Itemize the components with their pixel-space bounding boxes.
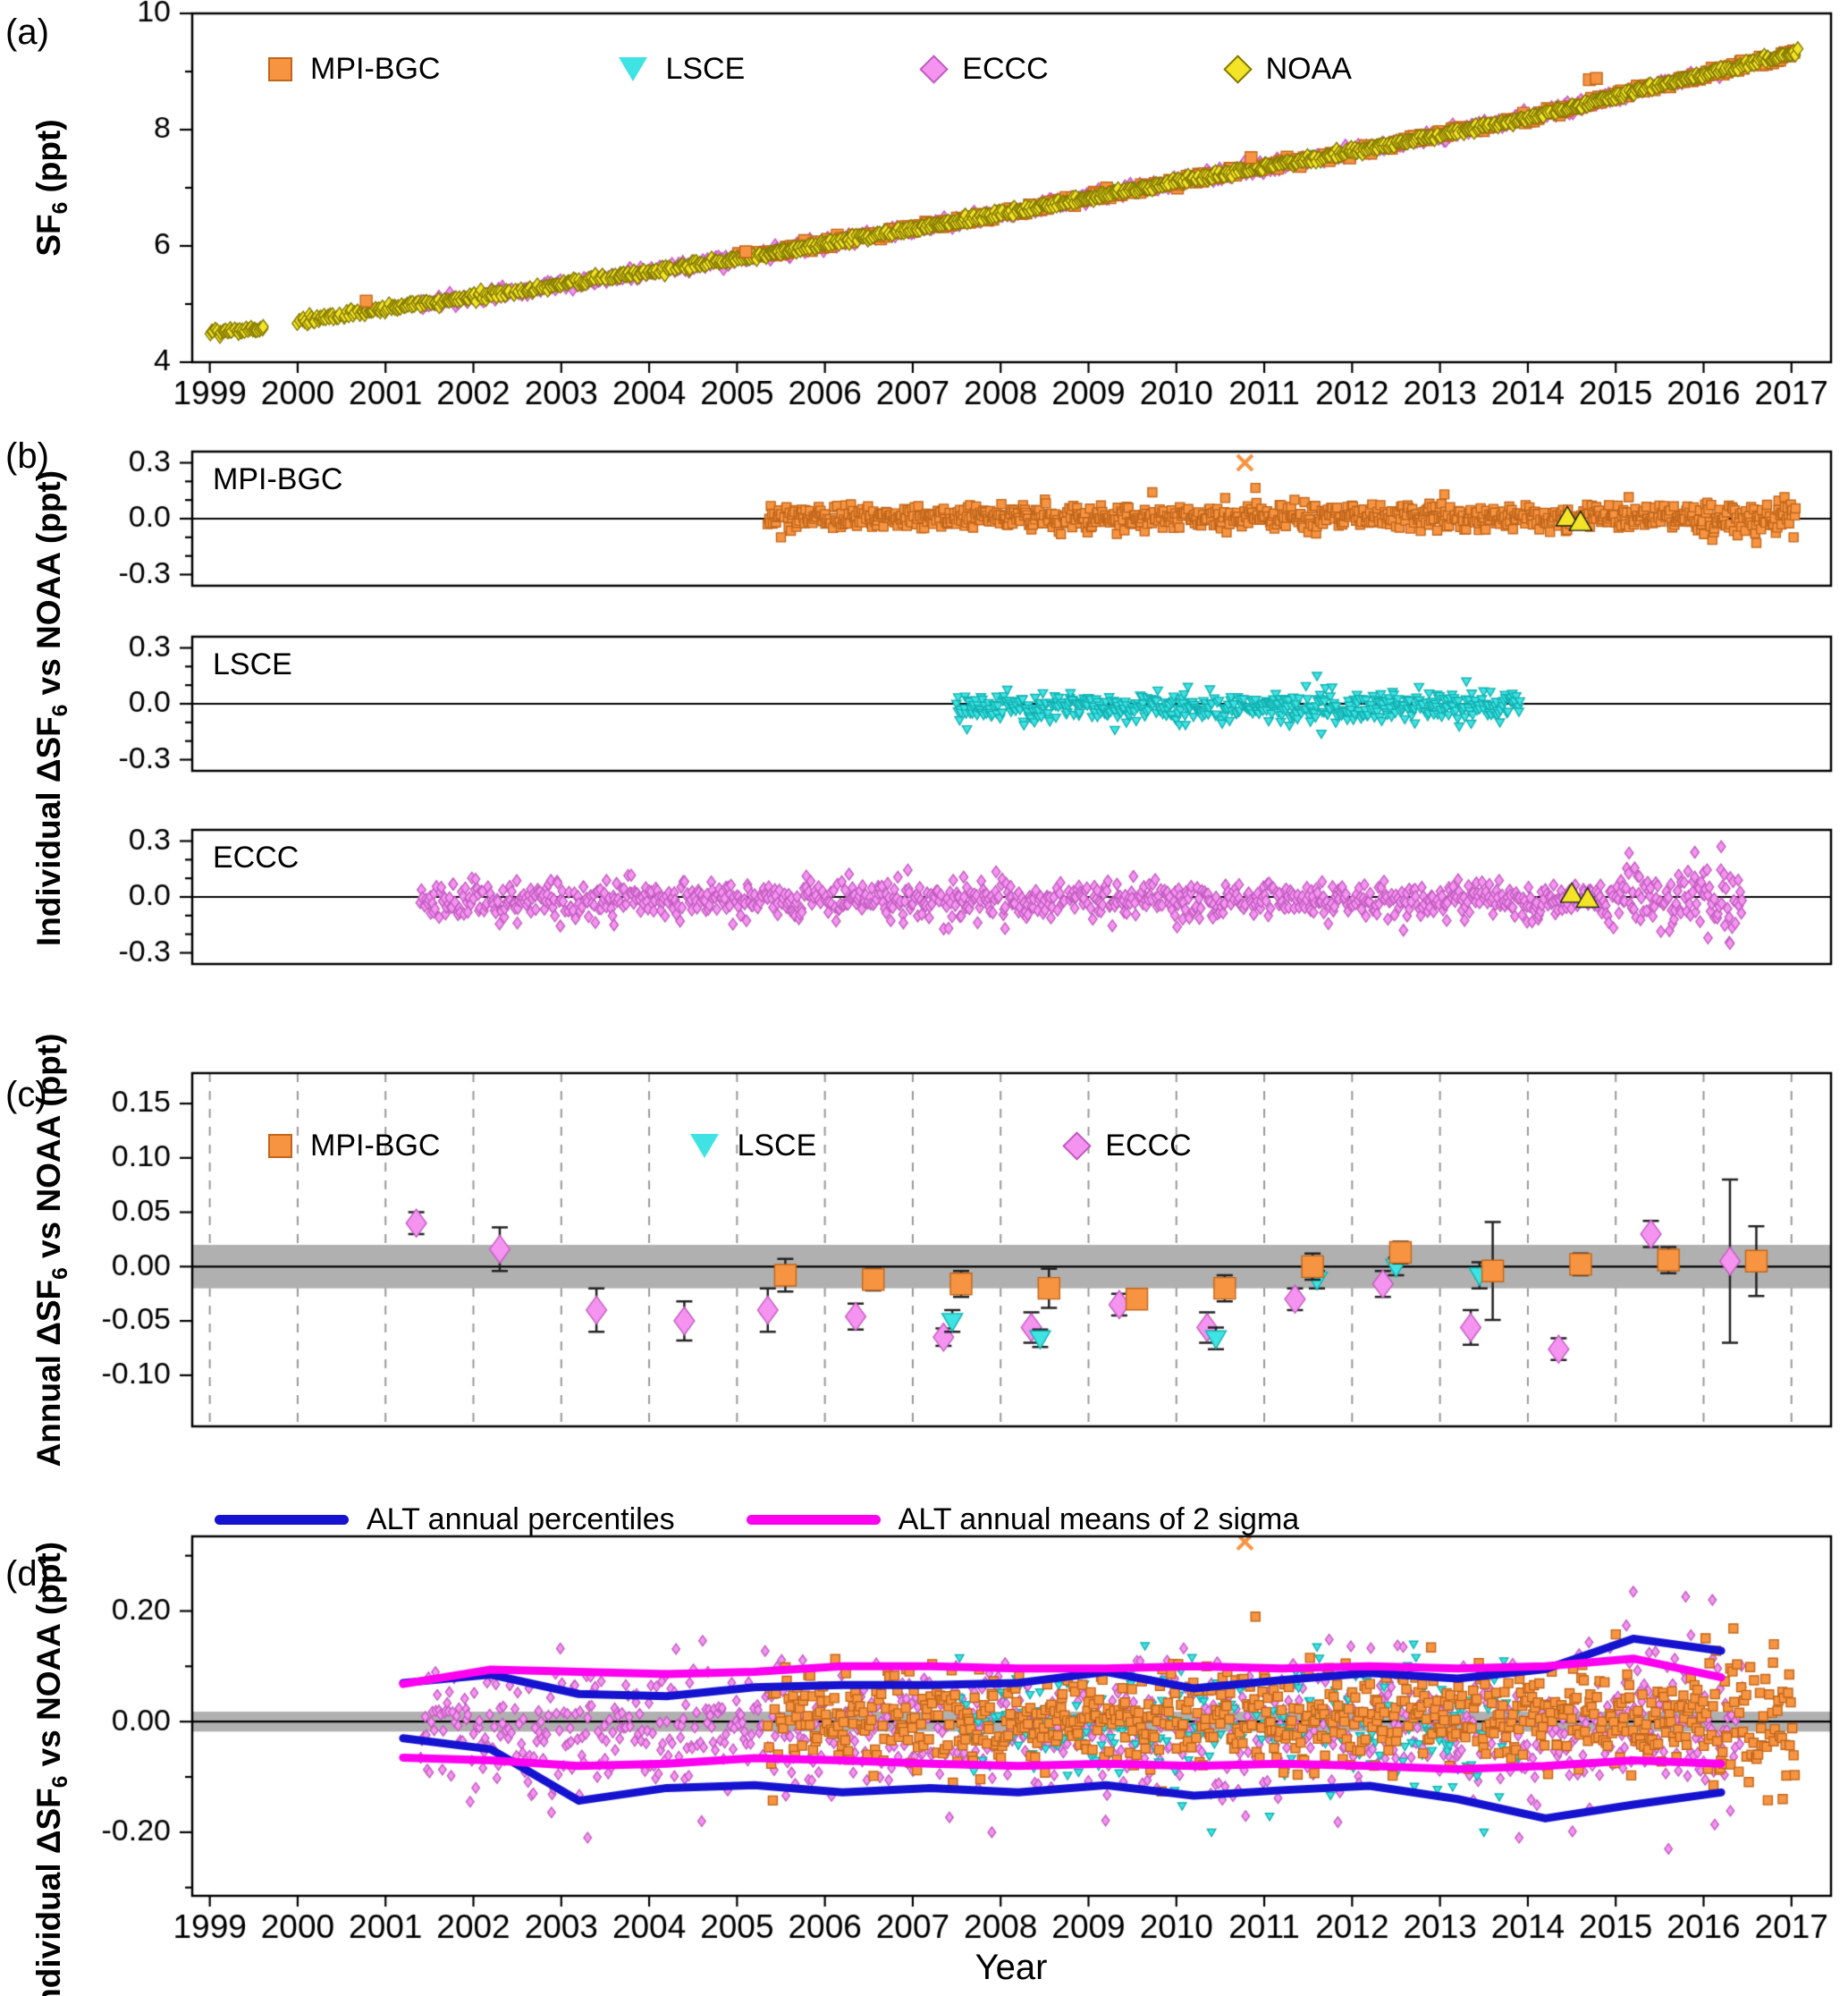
subpanel-eccc-label: ECCC xyxy=(213,841,300,875)
lsce-triangle-marker-icon xyxy=(619,57,648,81)
legend-item-mpi-bgc: MPI-BGC xyxy=(268,1129,440,1163)
legend-label: LSCE xyxy=(665,52,746,86)
eccc-diamond-marker-icon xyxy=(1062,1131,1093,1161)
panel-b-letter: (b) xyxy=(5,436,49,476)
noaa-diamond-marker-icon xyxy=(1222,55,1253,84)
panel-d-letter: (d) xyxy=(5,1554,49,1594)
legend-item-eccc: ECCC xyxy=(919,52,1049,87)
legend-panel-d: ALT annual percentiles ALT annual means … xyxy=(215,1502,1299,1537)
panel-a-letter: (a) xyxy=(5,13,49,52)
legend-label: NOAA xyxy=(1265,52,1352,86)
x-axis-title: Year xyxy=(975,1948,1048,1987)
legend-label: ALT annual percentiles xyxy=(367,1502,675,1536)
legend-item-lsce: LSCE xyxy=(619,52,745,87)
panel-c-ylabel: Annual ΔSF6 vs NOAA (ppt) xyxy=(30,1033,73,1467)
legend-item-alt-means: ALT annual means of 2 sigma xyxy=(746,1502,1300,1537)
legend-item-eccc: ECCC xyxy=(1062,1129,1192,1163)
legend-item-alt-percentiles: ALT annual percentiles xyxy=(215,1502,675,1537)
magenta-line-marker-icon xyxy=(746,1515,881,1525)
panel-c-letter: (c) xyxy=(5,1075,47,1114)
eccc-diamond-marker-icon xyxy=(919,55,949,84)
mpi-square-marker-icon xyxy=(268,57,292,81)
panel-a-ylabel: SF6 (ppt) xyxy=(30,119,73,257)
legend-item-mpi-bgc: MPI-BGC xyxy=(268,52,440,87)
legend-label: MPI-BGC xyxy=(310,1129,441,1163)
legend-label: ECCC xyxy=(962,52,1049,86)
legend-label: ALT annual means of 2 sigma xyxy=(898,1502,1300,1536)
legend-label: ECCC xyxy=(1105,1129,1192,1163)
legend-label: LSCE xyxy=(737,1129,817,1163)
lsce-triangle-marker-icon xyxy=(690,1134,720,1158)
legend-panel-a: MPI-BGC LSCE ECCC NOAA xyxy=(268,52,1352,87)
legend-item-noaa: NOAA xyxy=(1222,52,1352,87)
subpanel-mpi-label: MPI-BGC xyxy=(213,462,343,496)
legend-label: MPI-BGC xyxy=(310,52,441,86)
subpanel-lsce-label: LSCE xyxy=(213,647,292,681)
blue-line-marker-icon xyxy=(215,1515,349,1525)
panel-d-ylabel: Individual ΔSF6 vs NOAA (ppt) xyxy=(30,1541,73,1996)
mpi-square-marker-icon xyxy=(268,1134,292,1158)
legend-item-lsce: LSCE xyxy=(690,1129,816,1163)
legend-panel-c: MPI-BGC LSCE ECCC xyxy=(268,1129,1192,1163)
panel-b-ylabel: Individual ΔSF6 vs NOAA (ppt) xyxy=(30,469,73,947)
